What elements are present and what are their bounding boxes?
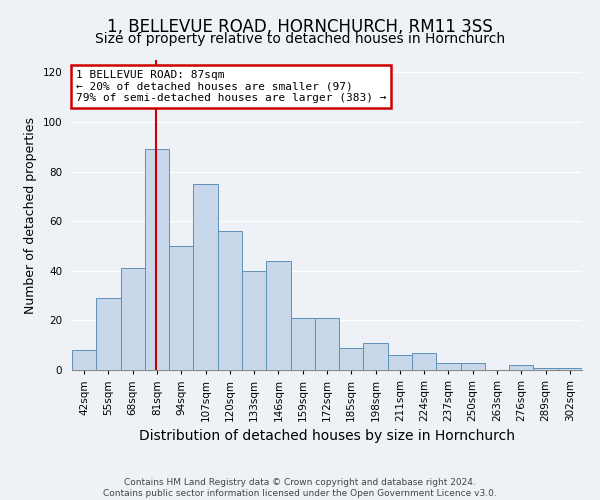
Bar — [436, 362, 461, 370]
Bar — [339, 348, 364, 370]
Bar — [96, 298, 121, 370]
Bar — [72, 350, 96, 370]
Bar — [242, 271, 266, 370]
Bar — [461, 362, 485, 370]
Bar — [121, 268, 145, 370]
Bar — [558, 368, 582, 370]
Y-axis label: Number of detached properties: Number of detached properties — [24, 116, 37, 314]
Bar — [145, 150, 169, 370]
Bar — [533, 368, 558, 370]
Text: 1 BELLEVUE ROAD: 87sqm
← 20% of detached houses are smaller (97)
79% of semi-det: 1 BELLEVUE ROAD: 87sqm ← 20% of detached… — [76, 70, 386, 103]
Bar — [266, 261, 290, 370]
Bar — [364, 342, 388, 370]
Bar — [412, 352, 436, 370]
Bar — [193, 184, 218, 370]
Bar — [388, 355, 412, 370]
Bar — [509, 365, 533, 370]
Text: Contains HM Land Registry data © Crown copyright and database right 2024.
Contai: Contains HM Land Registry data © Crown c… — [103, 478, 497, 498]
X-axis label: Distribution of detached houses by size in Hornchurch: Distribution of detached houses by size … — [139, 430, 515, 444]
Text: 1, BELLEVUE ROAD, HORNCHURCH, RM11 3SS: 1, BELLEVUE ROAD, HORNCHURCH, RM11 3SS — [107, 18, 493, 36]
Bar — [315, 318, 339, 370]
Bar — [169, 246, 193, 370]
Bar — [290, 318, 315, 370]
Text: Size of property relative to detached houses in Hornchurch: Size of property relative to detached ho… — [95, 32, 505, 46]
Bar — [218, 231, 242, 370]
